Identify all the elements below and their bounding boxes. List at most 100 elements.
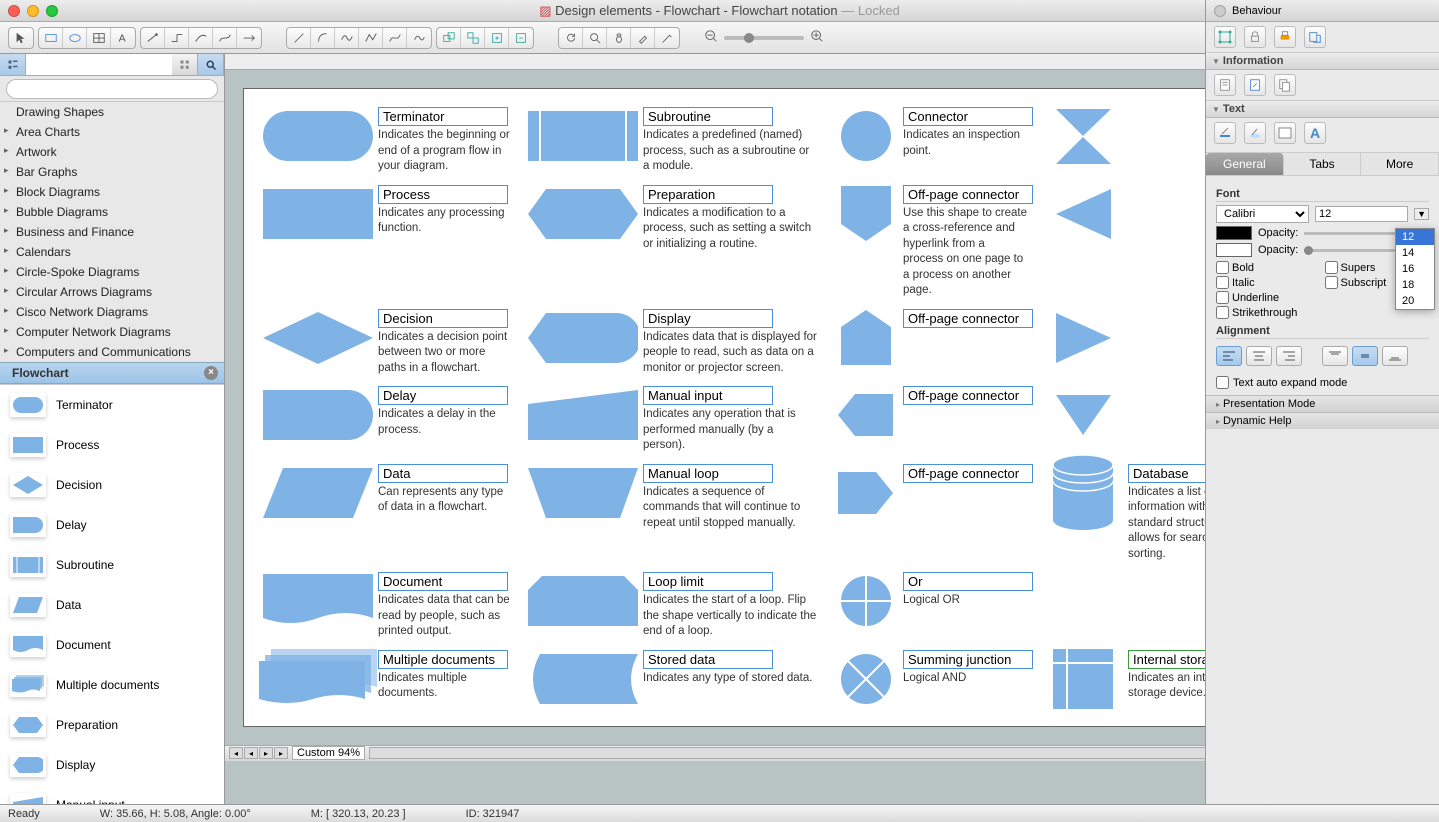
align-left-button[interactable] (1216, 346, 1242, 366)
canvas-shape[interactable] (828, 386, 903, 444)
close-category-icon[interactable]: × (204, 366, 218, 380)
shape-palette-item[interactable]: Data (0, 585, 224, 625)
shape-palette-item[interactable]: Terminator (0, 385, 224, 425)
bezier-tool[interactable] (383, 28, 407, 48)
align-middle-button[interactable] (1352, 346, 1378, 366)
library-tree-tab[interactable] (0, 54, 26, 75)
tab-tabs[interactable]: Tabs (1284, 153, 1362, 175)
library-grid-tab[interactable] (172, 54, 198, 75)
info-copy-icon[interactable] (1274, 74, 1296, 96)
rect-tool[interactable] (39, 28, 63, 48)
font-family-select[interactable]: Calibri (1216, 205, 1309, 223)
canvas-shape[interactable] (258, 185, 378, 243)
text-frame-mode-icon[interactable] (1274, 122, 1296, 144)
pan-tool[interactable] (607, 28, 631, 48)
category-item-selected[interactable]: Flowchart× (0, 362, 224, 384)
connector-tool-3[interactable] (189, 28, 213, 48)
canvas-shape[interactable] (828, 572, 903, 630)
canvas-shape[interactable] (1038, 185, 1128, 243)
freehand-tool[interactable] (407, 28, 431, 48)
zoom-combo[interactable]: Custom 94% (292, 746, 365, 760)
line-tool[interactable] (287, 28, 311, 48)
text-highlight-mode-icon[interactable] (1244, 122, 1266, 144)
shape-palette-item[interactable]: Preparation (0, 705, 224, 745)
polyline-tool[interactable] (359, 28, 383, 48)
eyedropper-tool[interactable] (631, 28, 655, 48)
hyperlink-behaviour-icon[interactable] (1304, 26, 1326, 48)
canvas-shape[interactable] (523, 309, 643, 367)
canvas-shape[interactable] (258, 107, 378, 165)
align-right-button[interactable] (1276, 346, 1302, 366)
align-top-button[interactable] (1322, 346, 1348, 366)
category-item[interactable]: Computer Network Diagrams (0, 322, 224, 342)
underline-check[interactable]: Underline (1216, 291, 1321, 304)
text-tool[interactable]: A (111, 28, 135, 48)
library-filter-input[interactable] (26, 54, 172, 75)
shape-palette-item[interactable]: Decision (0, 465, 224, 505)
category-item[interactable]: Circle-Spoke Diagrams (0, 262, 224, 282)
table-tool[interactable] (87, 28, 111, 48)
pointer-tool[interactable] (9, 28, 33, 48)
font-size-option[interactable]: 12 (1396, 229, 1434, 245)
zoom-in-icon[interactable] (810, 29, 824, 46)
canvas-shape[interactable] (828, 185, 903, 243)
shape-palette-item[interactable]: Process (0, 425, 224, 465)
canvas-shape[interactable] (258, 572, 378, 630)
text-bg-swatch[interactable] (1216, 243, 1252, 257)
arc-tool[interactable] (311, 28, 335, 48)
ellipse-tool[interactable] (63, 28, 87, 48)
refresh-tool[interactable] (559, 28, 583, 48)
spline-tool[interactable] (335, 28, 359, 48)
canvas-shape[interactable] (828, 464, 903, 522)
font-size-input[interactable] (1315, 206, 1408, 222)
canvas-shape[interactable] (1038, 650, 1128, 708)
format-painter-tool[interactable] (655, 28, 679, 48)
library-categories[interactable]: Drawing ShapesArea ChartsArtworkBar Grap… (0, 102, 224, 384)
library-search-input[interactable] (6, 79, 218, 99)
canvas-shape[interactable] (1038, 572, 1128, 630)
zoom-tool[interactable] (583, 28, 607, 48)
font-size-option[interactable]: 16 (1396, 261, 1434, 277)
print-icon[interactable] (1274, 26, 1296, 48)
zoom-out-icon[interactable] (704, 29, 718, 46)
align-center-button[interactable] (1246, 346, 1272, 366)
lock-icon[interactable] (1244, 26, 1266, 48)
info-note-icon[interactable] (1244, 74, 1266, 96)
presentation-mode-row[interactable]: Presentation Mode (1206, 395, 1439, 412)
auto-expand-check[interactable]: Text auto expand mode (1216, 376, 1429, 389)
canvas-shape[interactable] (523, 650, 643, 708)
canvas-shape[interactable] (523, 185, 643, 243)
canvas-shape[interactable] (1038, 107, 1128, 165)
canvas-shape[interactable] (258, 386, 378, 444)
ungroup-tool[interactable] (461, 28, 485, 48)
category-item[interactable]: Artwork (0, 142, 224, 162)
inspector-information-header[interactable]: Information (1206, 52, 1439, 70)
canvas-shape[interactable] (523, 386, 643, 444)
category-item[interactable]: Bar Graphs (0, 162, 224, 182)
bold-check[interactable]: Bold (1216, 261, 1321, 274)
page-navigator[interactable]: ◂◂▸▸ (229, 747, 288, 759)
category-item[interactable]: Block Diagrams (0, 182, 224, 202)
canvas-shape[interactable] (1038, 386, 1128, 444)
shape-palette-item[interactable]: Manual input (0, 785, 224, 804)
canvas-shape[interactable] (1038, 309, 1128, 367)
category-item[interactable]: Circular Arrows Diagrams (0, 282, 224, 302)
align-bottom-button[interactable] (1382, 346, 1408, 366)
dynamic-help-row[interactable]: Dynamic Help (1206, 412, 1439, 429)
group-tool[interactable] (437, 28, 461, 48)
category-item[interactable]: Computers and Communications (0, 342, 224, 362)
category-item[interactable]: Drawing Shapes (0, 102, 224, 122)
inspector-text-header[interactable]: Text (1206, 100, 1439, 118)
tab-general[interactable]: General (1206, 153, 1284, 175)
connector-tool-1[interactable] (141, 28, 165, 48)
category-item[interactable]: Bubble Diagrams (0, 202, 224, 222)
exit-group-tool[interactable] (509, 28, 533, 48)
canvas-shape[interactable] (1038, 464, 1128, 522)
italic-check[interactable]: Italic (1216, 276, 1321, 289)
info-doc-icon[interactable] (1214, 74, 1236, 96)
category-item[interactable]: Cisco Network Diagrams (0, 302, 224, 322)
zoom-slider[interactable] (724, 36, 804, 40)
shape-palette-item[interactable]: Multiple documents (0, 665, 224, 705)
category-item[interactable]: Business and Finance (0, 222, 224, 242)
canvas-shape[interactable] (828, 650, 903, 708)
